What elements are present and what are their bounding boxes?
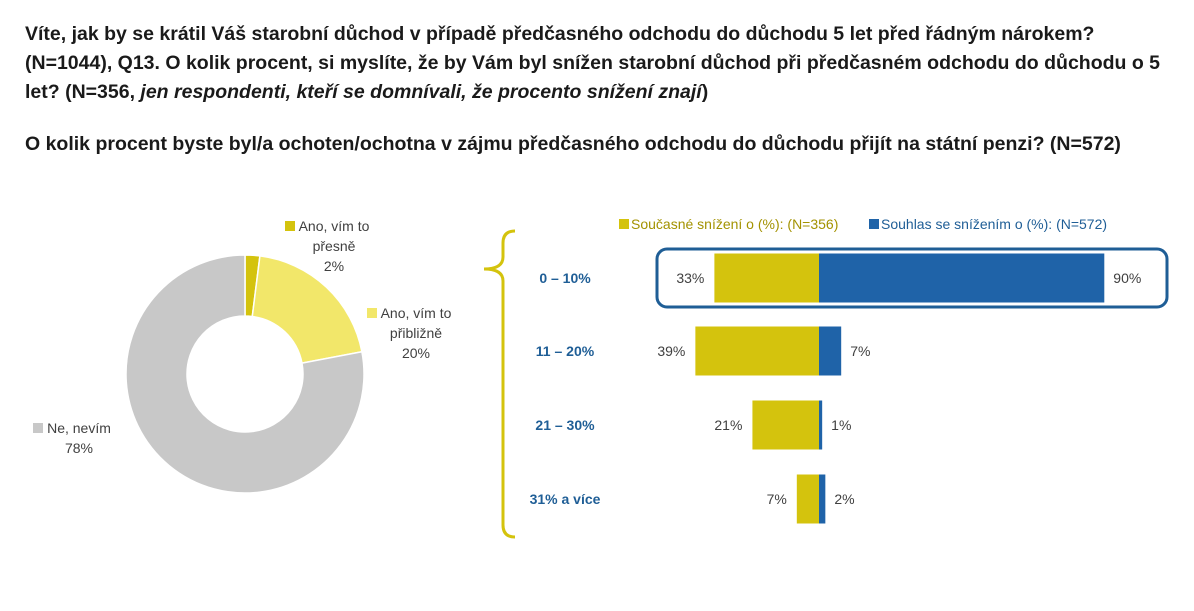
bar-blue-4 — [819, 474, 826, 524]
value-label-yellow-1: 33% — [676, 270, 704, 286]
bar-yellow-2 — [695, 326, 819, 376]
value-label-blue-3: 1% — [831, 417, 851, 433]
legend-marker-2 — [869, 219, 879, 229]
donut-slice-3 — [125, 254, 365, 494]
legend-marker-1 — [619, 219, 629, 229]
bar-yellow-4 — [796, 474, 819, 524]
question-1-text: Víte, jak by se krátil Váš starobní důch… — [25, 23, 1161, 103]
bar-yellow-1 — [714, 253, 819, 303]
donut-slice-2 — [251, 255, 363, 365]
question-1-italic-note: jen respondenti, kteří se domnívali, že … — [140, 81, 702, 103]
bar-yellow-3 — [752, 400, 819, 450]
legend-label-2: Souhlas se snížením o (%): (N=572) — [881, 216, 1107, 232]
donut-value-label-2: 20% — [402, 345, 430, 361]
category-label-4: 31% a více — [530, 491, 601, 507]
donut-value-label-3: 78% — [65, 440, 93, 456]
donut-category-label-2: přibližně — [390, 325, 442, 341]
donut-legend-marker-1 — [285, 221, 295, 231]
bracket — [483, 229, 516, 539]
legend-label-1: Současné snížení o (%): (N=356) — [631, 216, 838, 232]
bar-blue-3 — [819, 400, 823, 450]
question-1-end: ) — [701, 81, 709, 103]
donut-category-label-1: přesně — [313, 238, 356, 254]
value-label-blue-2: 7% — [850, 343, 870, 359]
value-label-yellow-2: 39% — [657, 343, 685, 359]
donut-legend-marker-3 — [33, 423, 43, 433]
highlight-box — [655, 247, 1169, 309]
category-label-1: 0 – 10% — [539, 270, 591, 286]
value-label-yellow-4: 7% — [767, 491, 787, 507]
donut-legend-marker-2 — [367, 308, 377, 318]
question-2-title: O kolik procent byste byl/a ochoten/ocho… — [25, 133, 1121, 155]
bar-blue-1 — [819, 253, 1105, 303]
category-label-2: 11 – 20% — [536, 343, 595, 359]
category-label-3: 21 – 30% — [535, 417, 595, 433]
value-label-blue-4: 2% — [834, 491, 854, 507]
question-1-title: Víte, jak by se krátil Váš starobní důch… — [25, 20, 1165, 107]
donut-value-label-1: 2% — [324, 258, 344, 274]
value-label-blue-1: 90% — [1113, 270, 1141, 286]
bar-blue-2 — [819, 326, 842, 376]
donut-category-label-2: Ano, vím to — [381, 305, 452, 321]
donut-category-label-1: Ano, vím to — [299, 218, 370, 234]
donut-category-label-3: Ne, nevím — [47, 420, 111, 436]
value-label-yellow-3: 21% — [714, 417, 742, 433]
